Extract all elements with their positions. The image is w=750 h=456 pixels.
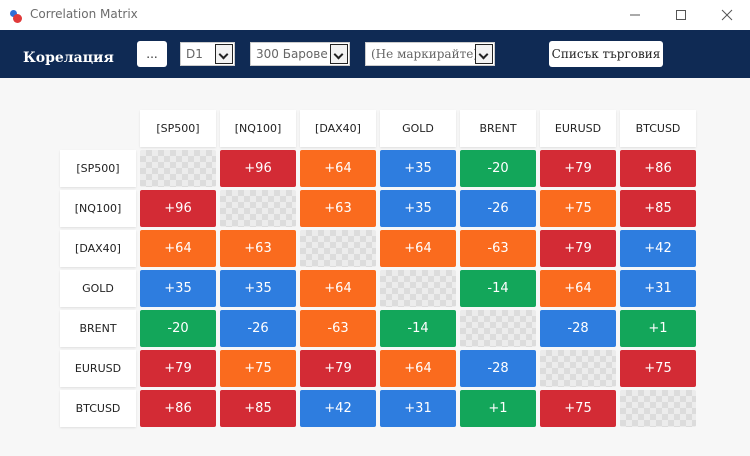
- correlation-cell[interactable]: +1: [620, 310, 696, 347]
- column-header: BRENT: [460, 110, 536, 147]
- correlation-cell[interactable]: -20: [460, 150, 536, 187]
- timeframe-value: D1: [186, 47, 203, 61]
- column-header: [NQ100]: [220, 110, 296, 147]
- trade-list-button[interactable]: Списък търговия: [549, 41, 663, 67]
- diagonal-cell[interactable]: [380, 270, 456, 307]
- correlation-cell[interactable]: +35: [140, 270, 216, 307]
- correlation-cell[interactable]: -20: [140, 310, 216, 347]
- correlation-cell[interactable]: -63: [460, 230, 536, 267]
- timeframe-select[interactable]: D1: [180, 42, 235, 66]
- correlation-cell[interactable]: +1: [460, 390, 536, 427]
- diagonal-cell[interactable]: [220, 190, 296, 227]
- correlation-cell[interactable]: +64: [300, 150, 376, 187]
- correlation-cell[interactable]: -14: [460, 270, 536, 307]
- correlation-cell[interactable]: +35: [220, 270, 296, 307]
- toolbar: Корелация ... D1 300 Барове (Не маркирай…: [0, 30, 750, 78]
- column-header: EURUSD: [540, 110, 616, 147]
- row-header: [DAX40]: [60, 230, 136, 267]
- correlation-label: Корелация: [23, 50, 114, 66]
- correlation-cell[interactable]: +96: [220, 150, 296, 187]
- correlation-cell[interactable]: +63: [300, 190, 376, 227]
- correlation-cell[interactable]: +35: [380, 150, 456, 187]
- correlation-cell[interactable]: +75: [220, 350, 296, 387]
- row-header: BRENT: [60, 310, 136, 347]
- close-button[interactable]: [704, 0, 750, 30]
- minimize-button[interactable]: [612, 0, 658, 30]
- diagonal-cell[interactable]: [460, 310, 536, 347]
- correlation-cell[interactable]: +79: [540, 150, 616, 187]
- app-icon: [9, 6, 25, 23]
- matrix-area: [SP500] [NQ100] [DAX40] GOLD BRENT EURUSD BTCU…: [0, 78, 750, 456]
- correlation-cell[interactable]: +64: [300, 270, 376, 307]
- correlation-cell[interactable]: +64: [380, 230, 456, 267]
- correlation-cell[interactable]: +79: [300, 350, 376, 387]
- correlation-cell[interactable]: +63: [220, 230, 296, 267]
- close-icon: [721, 9, 733, 21]
- correlation-cell[interactable]: +31: [380, 390, 456, 427]
- correlation-cell[interactable]: +75: [540, 190, 616, 227]
- correlation-cell[interactable]: +42: [300, 390, 376, 427]
- diagonal-cell[interactable]: [540, 350, 616, 387]
- marker-select[interactable]: (Не маркирайте): [365, 42, 495, 66]
- bars-value: 300 Барове: [256, 47, 328, 61]
- marker-value: (Не маркирайте): [371, 47, 478, 61]
- correlation-cell[interactable]: +79: [140, 350, 216, 387]
- row-header: BTCUSD: [60, 390, 136, 427]
- row-header: [NQ100]: [60, 190, 136, 227]
- correlation-cell[interactable]: +31: [620, 270, 696, 307]
- correlation-cell[interactable]: +85: [220, 390, 296, 427]
- correlation-cell[interactable]: -63: [300, 310, 376, 347]
- correlation-cell[interactable]: -28: [540, 310, 616, 347]
- correlation-cell[interactable]: +86: [620, 150, 696, 187]
- column-header: GOLD: [380, 110, 456, 147]
- column-header: BTCUSD: [620, 110, 696, 147]
- correlation-cell[interactable]: +35: [380, 190, 456, 227]
- chevron-down-icon: [330, 44, 348, 64]
- diagonal-cell[interactable]: [300, 230, 376, 267]
- correlation-cell[interactable]: +79: [540, 230, 616, 267]
- correlation-cell[interactable]: +64: [540, 270, 616, 307]
- correlation-cell[interactable]: +86: [140, 390, 216, 427]
- correlation-cell[interactable]: -28: [460, 350, 536, 387]
- correlation-cell[interactable]: -26: [460, 190, 536, 227]
- row-header: EURUSD: [60, 350, 136, 387]
- correlation-cell[interactable]: -26: [220, 310, 296, 347]
- correlation-cell[interactable]: +42: [620, 230, 696, 267]
- row-header: GOLD: [60, 270, 136, 307]
- correlation-cell[interactable]: +96: [140, 190, 216, 227]
- diagonal-cell[interactable]: [620, 390, 696, 427]
- more-options-button[interactable]: ...: [137, 41, 167, 67]
- bars-select[interactable]: 300 Барове: [250, 42, 350, 66]
- chevron-down-icon: [215, 44, 233, 64]
- title-bar: Correlation Matrix: [0, 0, 750, 30]
- correlation-cell[interactable]: +75: [620, 350, 696, 387]
- window-title: Correlation Matrix: [30, 7, 138, 21]
- row-header: [SP500]: [60, 150, 136, 187]
- minimize-icon: [630, 14, 640, 16]
- correlation-cell[interactable]: +64: [380, 350, 456, 387]
- column-header: [SP500]: [140, 110, 216, 147]
- correlation-cell[interactable]: +64: [140, 230, 216, 267]
- maximize-icon: [676, 10, 686, 20]
- diagonal-cell[interactable]: [140, 150, 216, 187]
- correlation-cell[interactable]: +75: [540, 390, 616, 427]
- correlation-cell[interactable]: -14: [380, 310, 456, 347]
- correlation-cell[interactable]: +85: [620, 190, 696, 227]
- chevron-down-icon: [475, 44, 493, 64]
- column-header: [DAX40]: [300, 110, 376, 147]
- maximize-button[interactable]: [658, 0, 704, 30]
